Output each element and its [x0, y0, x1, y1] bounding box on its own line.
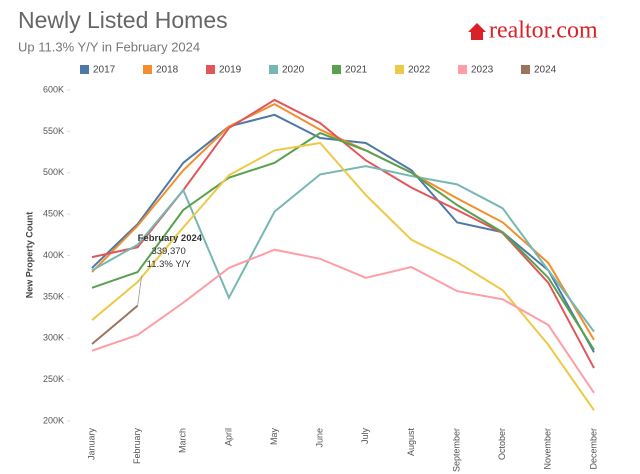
logo-icon: [468, 23, 486, 40]
legend-label: 2017: [93, 65, 116, 76]
y-tick-label: 600K: [43, 84, 64, 94]
chart-title: Newly Listed Homes: [18, 7, 228, 33]
annotation-title: February 2024: [138, 233, 203, 244]
line-series: [91, 141, 595, 411]
line-series: [91, 304, 139, 345]
y-axis-label: New Property Count: [24, 212, 34, 299]
y-tick-label: 550K: [43, 126, 64, 136]
x-tick-label: September: [451, 428, 461, 472]
legend-swatch: [80, 65, 89, 74]
x-tick-label: June: [315, 428, 325, 448]
logo-text: realtor.com: [489, 18, 598, 44]
annotation-change: 11.3% Y/Y: [147, 259, 192, 270]
y-tick-label: 350K: [43, 291, 64, 301]
x-tick-label: February: [132, 428, 142, 465]
legend-label: 2022: [408, 65, 431, 76]
legend-swatch: [206, 65, 215, 74]
x-tick-label: August: [406, 428, 416, 457]
legend-swatch: [332, 65, 341, 74]
y-tick-label: 450K: [43, 209, 64, 219]
legend-label: 2023: [471, 65, 494, 76]
legend-swatch: [395, 65, 404, 74]
logo: realtor.com: [468, 18, 598, 44]
y-tick-label: 500K: [43, 167, 64, 177]
x-tick-label: March: [178, 428, 188, 453]
y-tick-label: 300K: [43, 333, 64, 343]
legend-label: 2024: [534, 65, 557, 76]
x-tick-label: December: [588, 428, 598, 470]
legend-swatch: [458, 65, 467, 74]
legend-label: 2020: [282, 65, 305, 76]
annotation-leader: [137, 275, 143, 306]
legend-swatch: [143, 65, 152, 74]
legend-label: 2021: [345, 65, 368, 76]
legend-swatch: [521, 65, 530, 74]
y-tick-label: 250K: [43, 374, 64, 384]
legend-label: 2019: [219, 65, 242, 76]
x-tick-label: November: [543, 428, 553, 470]
legend-label: 2018: [156, 65, 179, 76]
x-tick-label: April: [223, 428, 233, 446]
chart-subtitle: Up 11.3% Y/Y in February 2024: [18, 39, 200, 54]
line-series: [91, 248, 595, 394]
x-tick-label: May: [269, 428, 279, 446]
annotation-value: 339,370: [151, 246, 185, 257]
legend-swatch: [269, 65, 278, 74]
x-tick-label: July: [360, 428, 370, 445]
x-tick-label: October: [497, 428, 507, 460]
x-tick-label: January: [86, 428, 96, 461]
y-tick-label: 400K: [43, 250, 64, 260]
line-series: [91, 131, 595, 351]
y-tick-label: 200K: [43, 415, 64, 425]
line-series: [91, 102, 595, 341]
